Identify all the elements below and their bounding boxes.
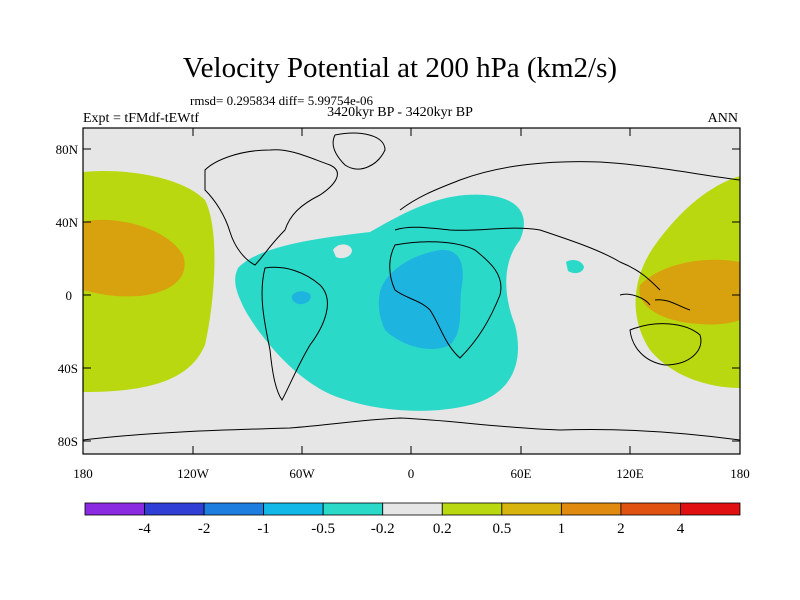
colorbar-swatch (203, 502, 265, 516)
anomaly-negative-india (566, 259, 584, 274)
stats-label: rmsd= 0.295834 diff= 5.99754e-06 (190, 93, 374, 108)
colorbar-swatch (560, 502, 622, 516)
colorbar-label: -4 (138, 521, 151, 537)
colorbar-label: -1 (257, 521, 270, 537)
period-label: 3420kyr BP - 3420kyr BP (327, 105, 473, 120)
colorbar-label: -0.5 (311, 521, 335, 537)
colorbar-labels: -4 -2 -1 -0.5 -0.2 0.2 0.5 1 2 4 (138, 521, 684, 537)
lon-label: 180 (730, 466, 750, 481)
colorbar-swatch (322, 502, 384, 516)
colorbar-label: -0.2 (371, 521, 395, 537)
lat-label: 80N (56, 142, 79, 157)
colorbar-swatch (501, 502, 562, 516)
anomaly-positive-east-core (639, 259, 740, 325)
lat-axis (83, 148, 740, 442)
lon-label: 120W (177, 466, 210, 481)
colorbar-swatch (620, 502, 681, 516)
colorbar-label: -2 (198, 521, 211, 537)
coastlines (83, 132, 740, 441)
colorbar-swatch (680, 502, 741, 516)
anomaly-neutral-hole (333, 244, 352, 259)
lon-label: 60E (511, 466, 532, 481)
anomaly-negative-core (378, 249, 463, 350)
anomaly-negative-small (291, 291, 311, 305)
colorbar-swatch (144, 502, 205, 516)
colorbar-swatch (382, 502, 443, 516)
lat-label: 0 (66, 288, 73, 303)
lat-label: 40N (56, 215, 79, 230)
colorbar-label: 2 (617, 521, 625, 537)
colorbar-label: 1 (558, 521, 566, 537)
lon-label: 0 (408, 466, 415, 481)
lat-label: 40S (58, 361, 78, 376)
plot-title: Velocity Potential at 200 hPa (km2/s) (182, 52, 618, 84)
colorbar-swatch (84, 502, 145, 516)
colorbar (84, 502, 741, 516)
colorbar-label: 0.5 (492, 521, 511, 537)
lon-label: 120E (616, 466, 644, 481)
lon-label: 180 (73, 466, 93, 481)
map-area (83, 128, 740, 454)
experiment-label: Expt = tFMdf-tEWtf (83, 111, 199, 126)
colorbar-swatch (441, 502, 503, 516)
season-label: ANN (707, 111, 738, 126)
colorbar-swatch (263, 502, 324, 516)
colorbar-label: 0.2 (433, 521, 452, 537)
anomaly-positive-west-core (83, 219, 185, 297)
colorbar-label: 4 (677, 521, 685, 537)
lon-label: 60W (289, 466, 315, 481)
lon-axis (192, 128, 631, 454)
lat-label: 80S (58, 434, 78, 449)
